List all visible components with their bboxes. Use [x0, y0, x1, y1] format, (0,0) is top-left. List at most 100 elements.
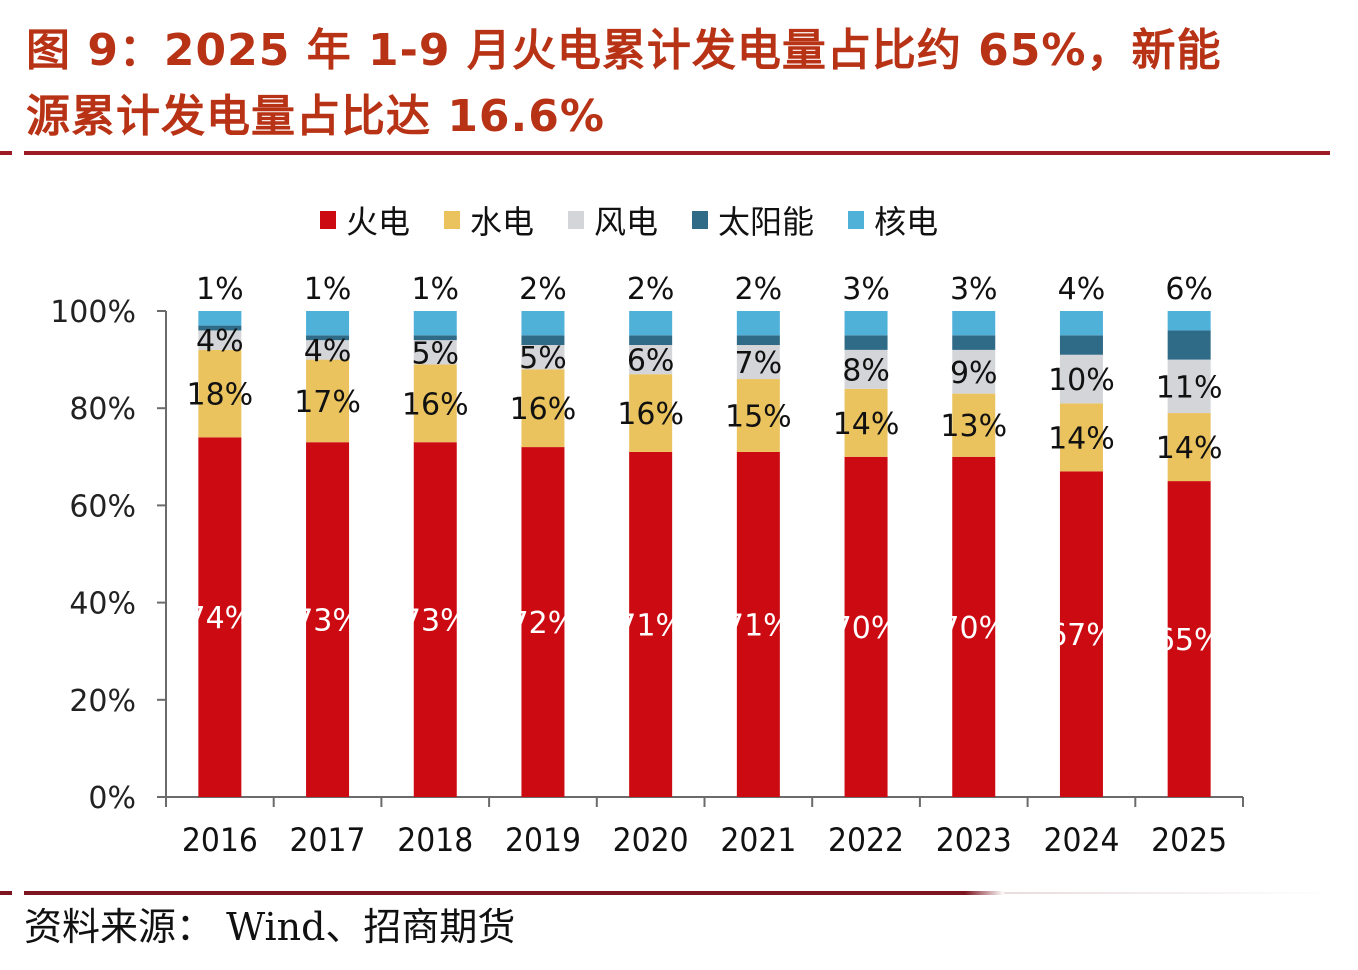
- legend-item-nuclear: 核电: [848, 197, 938, 243]
- bar-segment-thermal: [844, 456, 888, 797]
- data-label-hydro: 16%: [617, 397, 684, 432]
- legend-label-thermal: 火电: [346, 203, 411, 241]
- bar-segment-hydro: [1059, 403, 1103, 472]
- bar-segment-solar: [521, 335, 565, 346]
- bar-segment-nuclear: [844, 311, 888, 336]
- data-label-hydro: 14%: [1156, 431, 1223, 466]
- bar-segment-hydro: [844, 388, 888, 457]
- data-label-hydro: 16%: [510, 392, 577, 427]
- bar-segment-nuclear: [413, 311, 457, 336]
- data-label-thermal: 67%: [1048, 618, 1115, 653]
- x-tick-label: 2017: [290, 821, 366, 859]
- title-divider: [24, 151, 1330, 155]
- bar-segment-wind: [629, 345, 673, 375]
- data-label-wind: 6%: [627, 344, 675, 379]
- bar-segment-solar: [198, 325, 242, 331]
- bar-segment-nuclear: [629, 311, 673, 336]
- y-tick-label: 40%: [69, 587, 136, 622]
- bar-segment-wind: [844, 349, 888, 389]
- y-tick-label: 80%: [69, 392, 136, 427]
- legend-swatch-hydro: [444, 211, 461, 229]
- legend-item-hydro: 水电: [444, 197, 534, 243]
- data-label-solar: 4%: [1058, 272, 1106, 307]
- bar-segment-hydro: [952, 393, 996, 457]
- data-label-hydro: 14%: [1048, 421, 1115, 456]
- bar-segment-nuclear: [306, 311, 350, 336]
- data-label-hydro: 14%: [833, 407, 900, 442]
- source-divider-fade: [1004, 892, 1334, 894]
- title-divider-stub: [0, 151, 12, 155]
- bar-segment-solar: [629, 335, 673, 346]
- data-label-hydro: 13%: [940, 409, 1007, 444]
- bar-segment-thermal: [413, 442, 457, 797]
- bar-segment-hydro: [521, 369, 565, 448]
- data-label-solar: 1%: [304, 272, 352, 307]
- data-label-wind: 7%: [735, 346, 783, 381]
- bar-segment-solar: [413, 335, 457, 341]
- bar-segment-thermal: [736, 451, 780, 797]
- legend-label-solar: 太阳能: [718, 203, 815, 241]
- source-divider: [24, 891, 1004, 895]
- x-tick-label: 2025: [1151, 821, 1227, 859]
- stacked-bar-chart: 0% 20% 40% 60% 80% 100% 2016 2017 2018 2019 2020 20…: [50, 272, 1244, 859]
- x-tick-label: 2019: [505, 821, 581, 859]
- legend-label-nuclear: 核电: [874, 203, 939, 241]
- bar-segment-solar: [736, 335, 780, 346]
- x-tick-label: 2020: [613, 821, 689, 859]
- chart-data-labels: 74% 18% 4% 1% 73% 17% 4% 1% 73% 16% 5% 1% 72% 16% 5% 2%…: [187, 272, 1223, 658]
- data-label-wind: 9%: [950, 356, 998, 391]
- x-tick-label: 2023: [936, 821, 1012, 859]
- y-tick-label: 20%: [69, 684, 136, 719]
- bar-segment-thermal: [306, 442, 350, 797]
- data-label-wind: 5%: [519, 341, 567, 376]
- legend-item-wind: 风电: [568, 197, 658, 243]
- bar-segment-wind: [306, 340, 350, 360]
- data-label-thermal: 70%: [833, 611, 900, 646]
- bar-segment-wind: [952, 349, 996, 394]
- bar-segment-thermal: [1167, 481, 1211, 797]
- x-tick-label: 2018: [397, 821, 473, 859]
- legend-item-thermal: 火电: [320, 197, 410, 243]
- y-tick-label: 60%: [69, 489, 136, 524]
- data-label-thermal: 73%: [402, 604, 469, 639]
- bar-segment-hydro: [629, 374, 673, 452]
- x-tick-label: 2022: [828, 821, 904, 859]
- bar-segment-hydro: [1167, 413, 1211, 482]
- chart-axes: 0% 20% 40% 60% 80% 100% 2016 2017 2018 2019 2020 20…: [50, 295, 1244, 859]
- bar-segment-thermal: [198, 437, 242, 797]
- bar-segment-wind: [1167, 359, 1211, 414]
- x-tick-label: 2021: [720, 821, 796, 859]
- data-label-solar: 2%: [735, 272, 783, 307]
- bar-segment-wind: [198, 330, 242, 350]
- x-tick-label: 2016: [182, 821, 258, 859]
- chart-bars: [198, 311, 1211, 797]
- data-label-thermal: 71%: [725, 608, 792, 643]
- data-label-thermal: 70%: [940, 611, 1007, 646]
- bar-segment-nuclear: [1167, 311, 1211, 331]
- legend-label-wind: 风电: [594, 203, 659, 241]
- bar-segment-thermal: [521, 447, 565, 797]
- data-label-thermal: 71%: [617, 608, 684, 643]
- bar-segment-solar: [306, 335, 350, 341]
- data-label-wind: 8%: [842, 353, 890, 388]
- bar-segment-thermal: [629, 451, 673, 797]
- title-line-1: 图 9：2025 年 1-9 月火电累计发电量占比约 65%，新能: [26, 25, 1222, 76]
- chart-legend: 火电 水电 风电 太阳能 核电: [320, 198, 938, 242]
- bar-segment-nuclear: [198, 311, 242, 326]
- chart-title: 图 9：2025 年 1-9 月火电累计发电量占比约 65%，新能 源累计发电量…: [26, 18, 1326, 150]
- y-tick-label: 100%: [50, 295, 136, 330]
- x-tick-label: 2024: [1043, 821, 1119, 859]
- bar-segment-solar: [1167, 330, 1211, 360]
- data-label-solar: 1%: [411, 272, 459, 307]
- legend-swatch-thermal: [320, 211, 336, 229]
- source-note: 资料来源： Wind、招商期货: [24, 905, 516, 949]
- data-label-solar: 2%: [519, 272, 567, 307]
- data-label-wind: 5%: [411, 336, 459, 371]
- legend-swatch-nuclear: [848, 211, 865, 229]
- bar-segment-nuclear: [521, 311, 565, 336]
- legend-item-solar: 太阳能: [692, 197, 814, 243]
- data-label-thermal: 72%: [510, 606, 577, 641]
- data-label-wind: 4%: [304, 334, 352, 369]
- bar-segment-nuclear: [1059, 311, 1103, 336]
- bar-segment-thermal: [952, 456, 996, 797]
